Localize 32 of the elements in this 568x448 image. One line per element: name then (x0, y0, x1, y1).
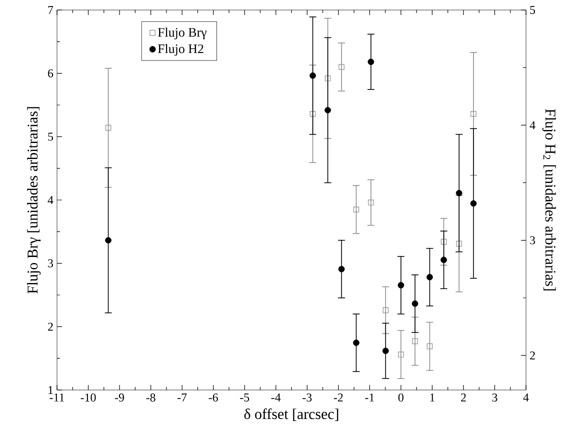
x-tick-label: -2 (334, 394, 343, 402)
legend-label: Flujo Brγ (158, 28, 207, 40)
x-tick-label: 1 (430, 394, 434, 402)
x-axis-title: δ offset [arcsec] (244, 408, 338, 421)
x-tick-label: -3 (302, 394, 312, 402)
y-tick-label: 5 (48, 132, 54, 141)
y2-axis-title: Flujo H$_{2}$ [unidades arbitrarias] (542, 108, 556, 290)
y-tick-label: 1 (48, 386, 53, 394)
x-tick-label: -10 (80, 394, 96, 402)
x-tick-label: -9 (114, 394, 124, 402)
y-tick-label: 2 (48, 322, 53, 331)
x-tick-label: 4 (523, 394, 529, 402)
y2-tick-label: 3 (530, 236, 536, 244)
y-tick-label: 6 (48, 69, 54, 78)
x-tick-label: -7 (178, 394, 187, 402)
x-tick-label: -8 (146, 394, 156, 402)
x-tick-label: -6 (208, 394, 218, 402)
y-axis-title: Flujo Brγ [unidades arbitrarias] (27, 107, 41, 294)
y2-tick-label: 4 (530, 121, 536, 130)
y2-tick-label: 2 (530, 351, 535, 360)
x-tick-label: -1 (365, 394, 374, 402)
y2-tick-label: 5 (530, 6, 536, 14)
legend-label: Flujo H2 (158, 44, 204, 56)
x-tick-label: -4 (271, 394, 281, 402)
x-tick-label: -11 (50, 394, 64, 402)
x-tick-label: 0 (398, 394, 404, 402)
y-tick-label: 4 (48, 196, 54, 204)
x-tick-label: 2 (461, 394, 466, 402)
y-tick-label: 7 (48, 6, 54, 14)
x-tick-label: 3 (492, 394, 498, 402)
x-tick-label: -5 (240, 394, 250, 402)
y-tick-label: 3 (48, 259, 54, 268)
